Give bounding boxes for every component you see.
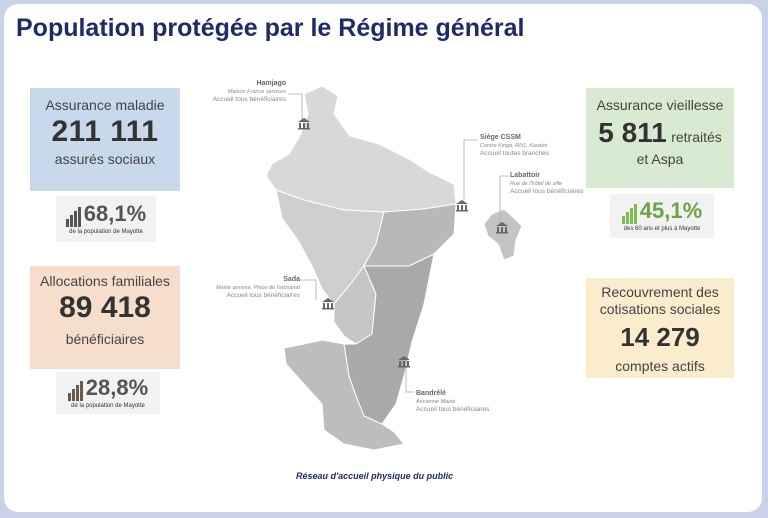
stat-percent: 68,1% bbox=[83, 201, 147, 226]
stat-famille: 28,8% de la population de Mayotte bbox=[56, 372, 160, 414]
site-name: Hamjago bbox=[256, 80, 286, 87]
bar-chart-icon bbox=[65, 201, 82, 227]
site-service: Accueil tous bénéficiaires bbox=[416, 406, 490, 413]
site-desc: Centre Kinga, RN1, Kawéni bbox=[480, 143, 548, 149]
stat-vieillesse: 45,1% des 60 ans et plus à Mayotte bbox=[610, 194, 714, 238]
map-region-south bbox=[283, 339, 405, 451]
leader-bandrele bbox=[405, 360, 414, 393]
site-desc: Ancienne Mairie bbox=[416, 399, 456, 405]
card-assurance-vieillesse: Assurance vieillesse 5 811 retraités et … bbox=[586, 88, 734, 188]
site-name: Labattoir bbox=[510, 172, 540, 179]
site-name: Sada bbox=[283, 276, 300, 283]
stat-percent: 45,1% bbox=[639, 198, 703, 223]
card-assurance-maladie: Assurance maladie 211 111 assurés sociau… bbox=[30, 88, 180, 191]
map-caption: Réseau d'accueil physique du public bbox=[296, 471, 454, 481]
mayotte-map bbox=[265, 85, 523, 451]
card-label-line1: Recouvrement des bbox=[601, 284, 719, 300]
bar-chart-icon bbox=[67, 375, 84, 401]
stat-note: des 60 ans et plus à Mayotte bbox=[623, 226, 701, 232]
slide: Population protégée par le Régime généra… bbox=[4, 4, 762, 512]
card-unit: retraités bbox=[671, 129, 722, 145]
building-icon-labattoir bbox=[496, 222, 508, 234]
stat-percent: 28,8% bbox=[85, 375, 149, 400]
card-unit-2: et Aspa bbox=[636, 151, 684, 167]
building-icon-bandrele bbox=[398, 356, 410, 368]
leader-labattoir bbox=[499, 175, 509, 224]
site-service: Accueil toutes branches bbox=[480, 150, 550, 157]
site-bandrele: Bandrélé Ancienne Mairie Accueil tous bé… bbox=[416, 390, 489, 414]
leader-hamjago bbox=[288, 93, 303, 120]
card-value: 5 811 bbox=[598, 117, 667, 148]
bar-chart-icon bbox=[621, 198, 638, 224]
site-labattoir: Labattoir Rue de l'hôtel de ville Accuei… bbox=[510, 172, 583, 196]
stat-note: de la population de Mayotte bbox=[71, 403, 145, 409]
card-unit: bénéficiaires bbox=[65, 331, 145, 347]
leader-sada bbox=[300, 279, 317, 300]
building-icon-sada bbox=[322, 298, 334, 310]
stat-maladie: 68,1% de la population de Mayotte bbox=[56, 196, 156, 242]
page-title: Population protégée par le Régime généra… bbox=[16, 14, 525, 42]
site-siege: Siège CSSM Centre Kinga, RN1, Kawéni Acc… bbox=[480, 134, 549, 158]
leader-siege bbox=[463, 139, 478, 199]
card-value: 89 418 bbox=[59, 291, 151, 324]
card-label: Assurance maladie bbox=[45, 97, 165, 113]
map-region-north bbox=[265, 85, 457, 213]
site-service: Accueil tous bénéficiaires bbox=[212, 96, 286, 103]
building-icon-siege bbox=[456, 200, 468, 212]
card-allocations-familiales: Allocations familiales 89 418 bénéficiai… bbox=[30, 266, 180, 369]
site-desc: Mairie annexe, Place de l'artisanat bbox=[216, 285, 300, 291]
card-recouvrement: Recouvrement des cotisations sociales 14… bbox=[586, 278, 734, 378]
card-unit: assurés sociaux bbox=[54, 151, 156, 167]
card-value: 211 111 bbox=[51, 115, 159, 148]
map-region-petite-terre bbox=[483, 208, 523, 261]
site-name: Bandrélé bbox=[416, 390, 446, 397]
site-sada: Sada Mairie annexe, Place de l'artisanat… bbox=[200, 276, 300, 300]
site-hamjago: Hamjago Maison France services Accueil t… bbox=[204, 80, 286, 104]
site-desc: Rue de l'hôtel de ville bbox=[510, 181, 563, 187]
card-value: 14 279 bbox=[620, 322, 700, 352]
card-label: Allocations familiales bbox=[40, 273, 170, 289]
building-icon-hamjago bbox=[298, 118, 310, 130]
site-desc: Maison France services bbox=[227, 89, 286, 95]
stat-note: de la population de Mayotte bbox=[69, 229, 143, 235]
card-label: Assurance vieillesse bbox=[596, 97, 724, 113]
site-service: Accueil tous bénéficiaires bbox=[226, 292, 300, 299]
card-unit: comptes actifs bbox=[615, 358, 705, 374]
card-label-line2: cotisations sociales bbox=[599, 301, 721, 317]
site-name: Siège CSSM bbox=[480, 134, 521, 141]
site-service: Accueil tous bénéficiaires bbox=[510, 188, 584, 195]
